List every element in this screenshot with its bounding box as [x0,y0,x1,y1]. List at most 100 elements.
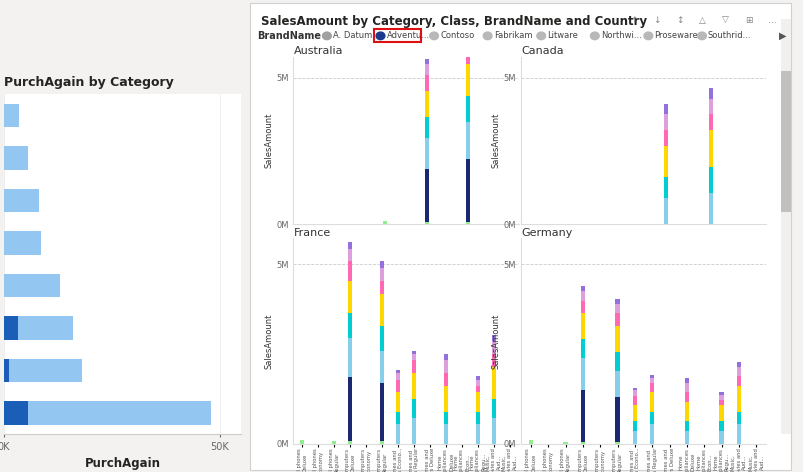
Bar [396,370,400,373]
Bar [475,392,479,412]
Bar [663,130,667,146]
Bar [411,360,415,373]
Bar [424,75,428,91]
Bar [443,373,447,386]
Bar [663,104,667,114]
Bar [443,386,447,412]
Bar [719,421,723,431]
Bar [348,313,352,338]
Text: Fabrikam: Fabrikam [493,31,532,41]
Bar [466,38,470,49]
Bar [614,371,619,397]
Bar [475,412,479,424]
Bar [780,71,789,212]
Bar [475,376,479,379]
Text: ↑: ↑ [630,16,637,25]
Bar [300,440,304,444]
Text: Adventu...: Adventu... [386,31,429,41]
Text: ⊞: ⊞ [744,16,752,25]
Bar [424,138,428,169]
Bar [466,96,470,122]
Bar [736,424,740,444]
Circle shape [589,32,598,40]
Bar [380,351,384,383]
Bar [580,286,585,291]
Bar [614,442,619,444]
Y-axis label: SalesAmount: SalesAmount [264,313,273,369]
Bar [580,442,585,444]
Bar [380,326,384,351]
Bar [650,392,654,412]
Text: Australia: Australia [293,46,343,56]
Bar [348,249,352,261]
Bar [491,335,495,341]
Bar [373,29,421,42]
Bar [411,399,415,418]
Text: ↕: ↕ [675,16,683,25]
Circle shape [536,32,545,40]
Bar [380,383,384,441]
Bar [563,442,567,444]
Bar [736,386,740,412]
Bar [580,301,585,313]
Bar [348,441,352,444]
Bar [708,99,712,114]
Text: ↓: ↓ [653,16,660,25]
Bar [380,281,384,294]
Bar [443,354,447,360]
X-axis label: PurchAgain: PurchAgain [84,457,161,471]
Bar [383,221,387,224]
Bar [443,360,447,373]
Bar [650,424,654,444]
Text: A. Datum: A. Datum [332,31,372,41]
Bar [411,373,415,399]
Bar [684,431,688,444]
Bar [380,268,384,281]
Text: Litware: Litware [547,31,577,41]
Text: SalesAmount by Category, Class, BrandName and Country: SalesAmount by Category, Class, BrandNam… [261,15,646,28]
Text: Contoso: Contoso [439,31,474,41]
Bar [348,281,352,313]
Text: BrandName: BrandName [257,31,321,41]
Bar [424,117,428,138]
Bar [719,395,723,400]
Bar [380,441,384,444]
Bar [708,193,712,224]
Bar [663,146,667,177]
Text: PurchAgain by Category: PurchAgain by Category [4,76,173,89]
Bar [614,313,619,326]
Bar [684,383,688,392]
Bar [380,294,384,326]
Bar [684,378,688,383]
Bar [580,291,585,301]
Bar [614,299,619,304]
Bar [4,146,27,170]
Bar [466,122,470,159]
Bar [632,396,636,405]
Bar [380,261,384,268]
Bar [736,376,740,386]
Bar [528,440,532,444]
Bar [443,424,447,444]
Y-axis label: SalesAmount: SalesAmount [264,113,273,168]
Circle shape [697,32,706,40]
Bar [4,401,27,425]
Bar [491,367,495,399]
Bar [466,221,470,224]
Bar [632,405,636,421]
Circle shape [429,32,438,40]
Text: Southrid...: Southrid... [707,31,751,41]
Bar [663,177,667,198]
Circle shape [322,32,331,40]
Bar [475,386,479,392]
Bar [684,421,688,431]
Y-axis label: SalesAmount: SalesAmount [491,113,500,168]
Circle shape [483,32,491,40]
Bar [466,49,470,65]
Bar [614,326,619,352]
Bar [650,375,654,378]
Text: France: France [293,228,330,237]
Text: Northwi...: Northwi... [600,31,641,41]
Bar [719,400,723,405]
Text: Germany: Germany [520,228,572,237]
